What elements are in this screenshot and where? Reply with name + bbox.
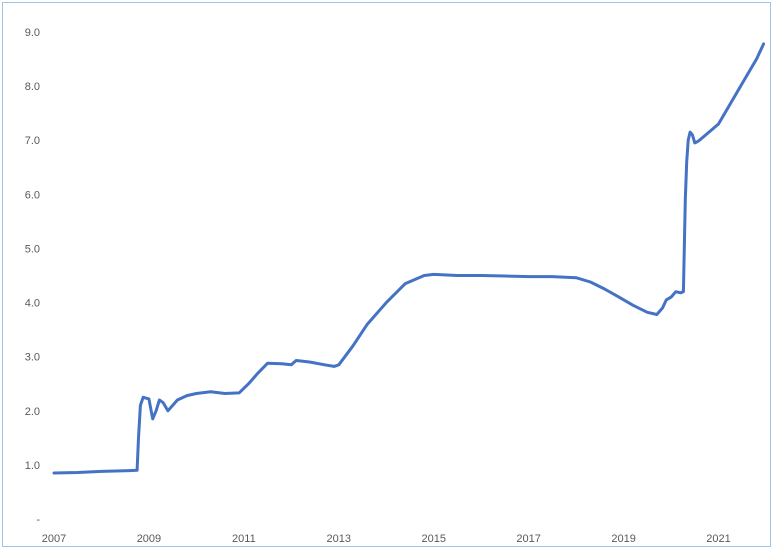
y-tick-label: 4.0 xyxy=(25,298,40,310)
x-tick-label: 2015 xyxy=(421,533,445,545)
x-axis-ticks: 2007 2009 2011 2013 2015 2017 2019 2021 xyxy=(42,533,731,545)
y-axis-ticks: - 1.0 2.0 3.0 4.0 5.0 6.0 7.0 8.0 9.0 xyxy=(25,27,41,526)
y-tick-label: - xyxy=(36,514,40,526)
y-tick-label: 2.0 xyxy=(25,406,40,418)
x-tick-label: 2019 xyxy=(611,533,635,545)
series-line xyxy=(52,42,766,475)
y-tick-label: 9.0 xyxy=(25,27,40,39)
y-tick-label: 1.0 xyxy=(25,460,40,472)
y-tick-label: 7.0 xyxy=(25,135,40,147)
y-tick-label: 6.0 xyxy=(25,189,40,201)
x-tick-label: 2011 xyxy=(232,533,256,545)
y-tick-label: 5.0 xyxy=(25,243,40,255)
y-tick-label: 8.0 xyxy=(25,81,40,93)
x-tick-label: 2021 xyxy=(706,533,730,545)
x-tick-label: 2017 xyxy=(516,533,540,545)
y-tick-label: 3.0 xyxy=(25,352,40,364)
x-tick-label: 2009 xyxy=(137,533,161,545)
x-tick-label: 2007 xyxy=(42,533,66,545)
x-tick-label: 2013 xyxy=(327,533,351,545)
